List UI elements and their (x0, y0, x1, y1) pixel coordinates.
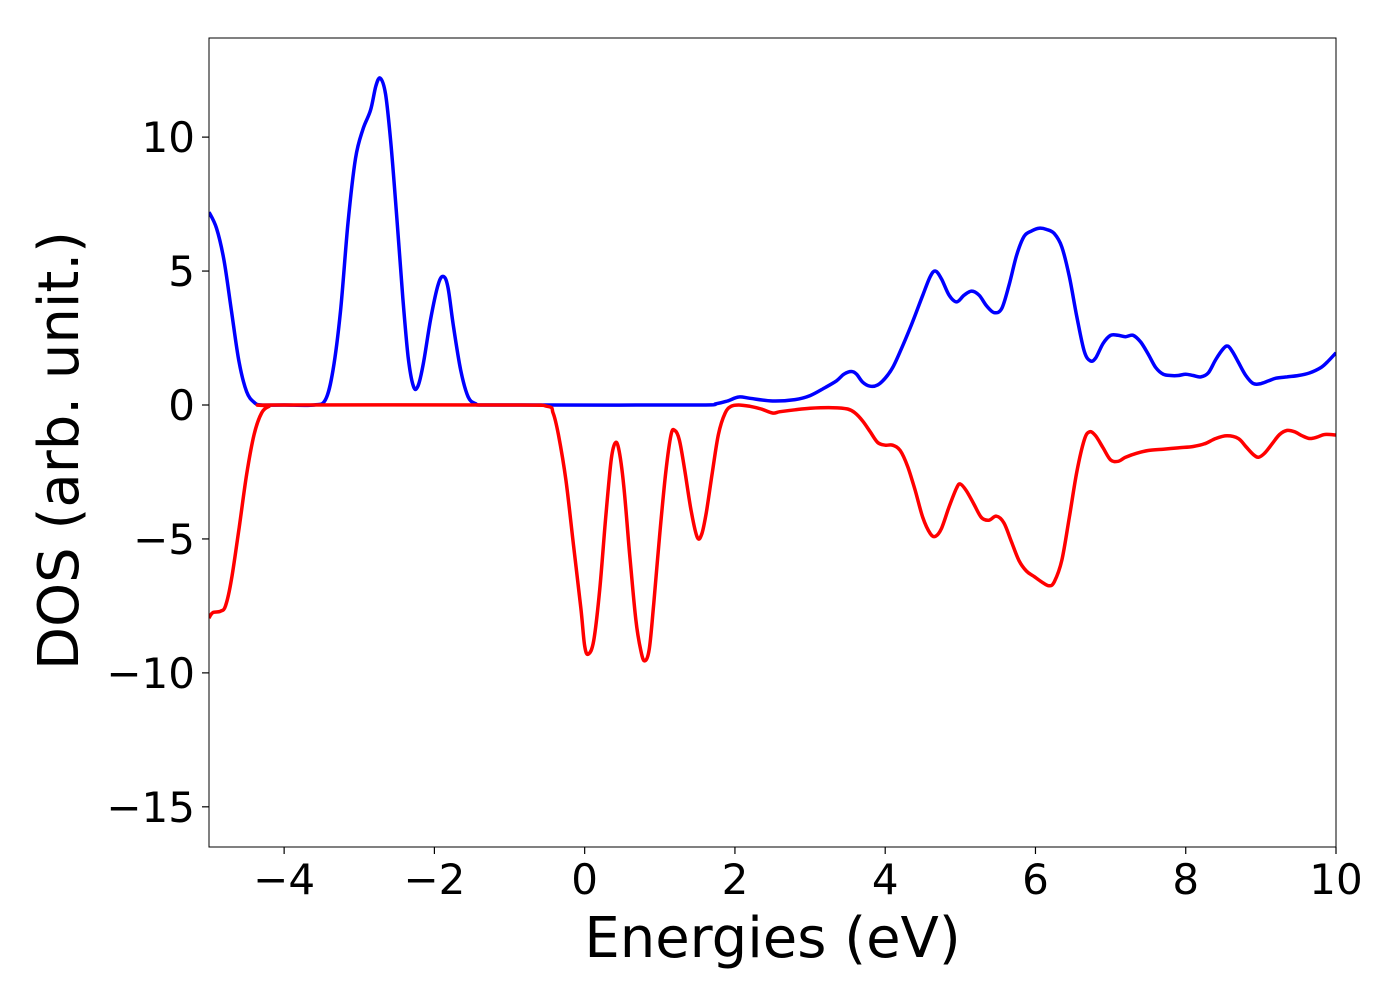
x-tick-label: 10 (1309, 855, 1362, 904)
y-tick-label: 5 (168, 247, 195, 296)
x-tick-label: 2 (722, 855, 749, 904)
y-tick-label: −15 (106, 783, 195, 832)
plot-frame (208, 37, 1337, 848)
y-tick-label: 0 (168, 381, 195, 430)
x-tick-label: −2 (403, 855, 465, 904)
series-line-0 (209, 76, 1336, 408)
y-axis-label: DOS (arb. unit.) (27, 231, 92, 670)
x-tick-label: 4 (872, 855, 899, 904)
y-axis-ticks: 10 5 0 −5 −10 −15 (106, 113, 209, 832)
x-axis-label: Energies (eV) (584, 906, 960, 971)
x-tick-label: 6 (1022, 855, 1049, 904)
y-tick-label: −5 (133, 515, 195, 564)
series-line-1 (209, 403, 1336, 663)
y-tick-label: 10 (142, 113, 195, 162)
series-layer (209, 76, 1336, 663)
y-tick-label: −10 (106, 649, 195, 698)
x-tick-label: 0 (571, 855, 598, 904)
x-tick-label: −4 (253, 855, 315, 904)
x-axis-ticks: −4 −2 0 2 4 6 8 10 (253, 847, 1363, 904)
x-tick-label: 8 (1172, 855, 1199, 904)
